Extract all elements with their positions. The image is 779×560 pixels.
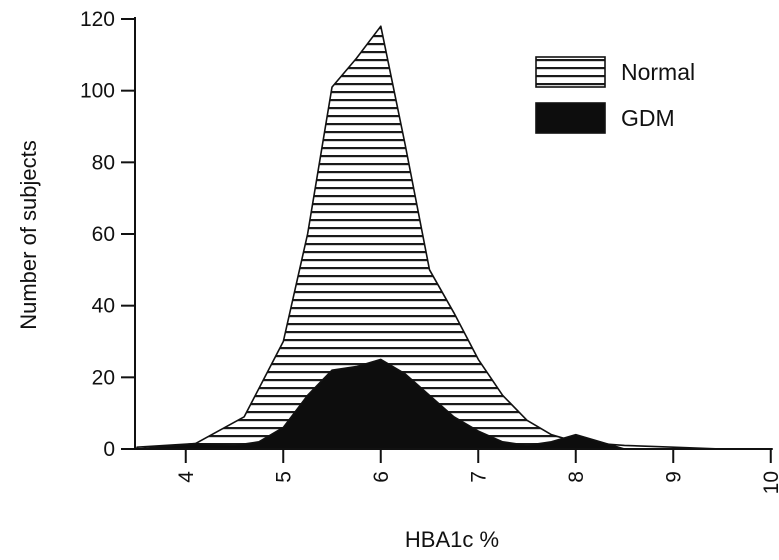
- y-axis-label: Number of subjects: [16, 140, 41, 330]
- series-layer: [136, 25, 723, 450]
- x-tick-label: 6: [370, 471, 393, 483]
- series-area-normal: [136, 25, 723, 450]
- series-area-gdm: [136, 358, 626, 450]
- legend: Normal GDM: [535, 56, 695, 134]
- y-tick-label: 0: [103, 438, 115, 461]
- y-tick-label: 100: [80, 80, 115, 103]
- x-tick-label: 7: [467, 471, 490, 483]
- legend-label-normal: Normal: [621, 59, 695, 85]
- x-axis-label: HBA1c %: [405, 527, 499, 552]
- x-tick-label: 4: [175, 471, 198, 483]
- y-tick-label: 120: [80, 8, 115, 31]
- legend-swatch-normal: [535, 56, 606, 88]
- x-tick-label: 9: [662, 471, 685, 483]
- axis-layer: 0 20 40 60 80 100 120 4 5 6 7 8 9 10: [80, 8, 779, 494]
- legend-swatch-gdm: [535, 102, 606, 134]
- legend-label-gdm: GDM: [621, 105, 675, 131]
- y-tick-label: 20: [92, 366, 115, 389]
- x-tick-label: 10: [760, 471, 779, 494]
- x-tick-label: 5: [272, 471, 295, 483]
- x-tick-label: 8: [565, 471, 588, 483]
- y-tick-label: 80: [92, 151, 115, 174]
- y-tick-label: 60: [92, 223, 115, 246]
- y-tick-label: 40: [92, 295, 115, 318]
